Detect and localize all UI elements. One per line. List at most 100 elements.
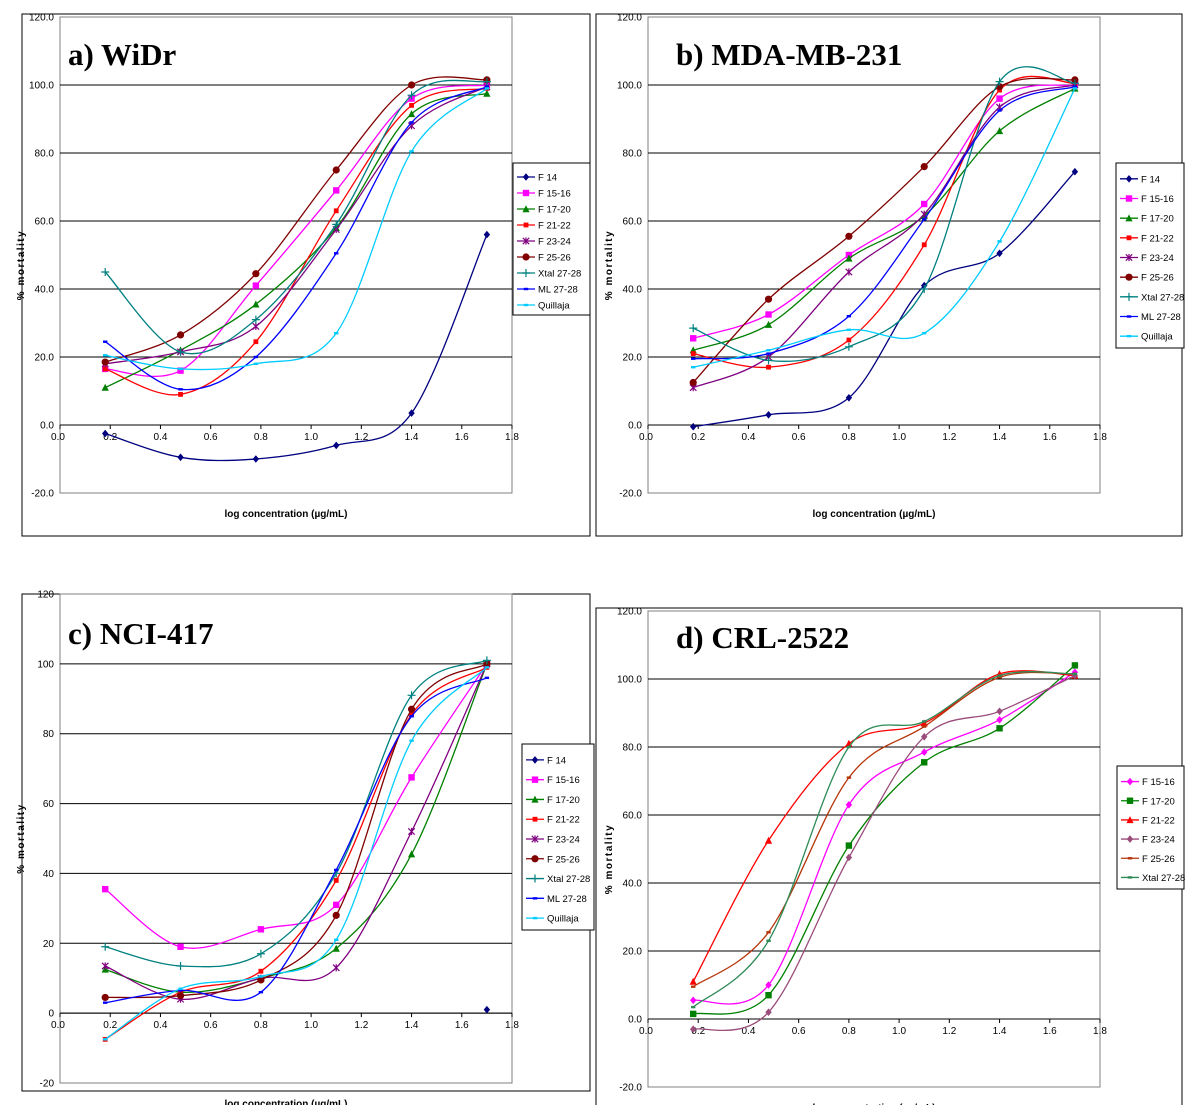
series-1 [483, 1005, 491, 1014]
y-tick-label: 100.0 [617, 81, 642, 92]
data-point [409, 103, 414, 108]
legend-item: Xtal 27-28 [526, 874, 590, 885]
data-point [101, 962, 109, 970]
x-axis-title: log concentration (µg/mL) [813, 1103, 936, 1105]
chart-border [21, 593, 591, 1092]
x-tick-label: 0.6 [792, 1026, 806, 1037]
data-point [178, 392, 183, 397]
legend-item: F 17-20 [1121, 796, 1175, 807]
legend-item: F 15-16 [517, 189, 571, 200]
data-point [407, 110, 416, 118]
legend-label: Xtal 27-28 [1142, 873, 1185, 884]
legend-label: Quillaja [538, 301, 570, 312]
data-point [997, 676, 1002, 679]
y-axis-title: % mortality [604, 230, 615, 300]
legend-marker [523, 222, 529, 228]
data-point [691, 985, 696, 988]
series-line [693, 671, 1076, 1005]
chart-title: b) MDA-MB-231 [676, 37, 902, 72]
x-tick-label: 1.4 [993, 1026, 1007, 1037]
legend-marker [1125, 292, 1133, 301]
data-point [176, 961, 185, 970]
x-axis-title: log concentration (µg/mL) [225, 1099, 348, 1105]
data-point [921, 759, 928, 766]
legend-item: Xtal 27-28 [517, 269, 581, 280]
series-4 [690, 671, 1079, 1033]
legend-marker [1126, 816, 1134, 824]
data-point [178, 367, 183, 371]
legend-marker [1125, 195, 1133, 202]
data-point [409, 150, 414, 153]
x-tick-label: 1.2 [942, 432, 956, 443]
data-point [995, 77, 1004, 86]
data-point [483, 89, 491, 97]
data-point [103, 1001, 108, 1004]
legend-marker [531, 855, 539, 863]
legend-item: F 25-26 [517, 253, 571, 264]
data-point [253, 355, 259, 359]
chart-svg: -20.0 0.0 20.0 40.0 60.0 80.0 100.0 120.0 0.0 0.2… [595, 607, 1185, 1105]
data-point [920, 285, 929, 293]
data-point [176, 992, 185, 1000]
legend-label: F 21-22 [547, 815, 580, 826]
series-7 [101, 77, 491, 356]
series-line [105, 677, 488, 1004]
legend-item: ML 27-28 [1120, 312, 1181, 323]
legend-item: F 23-24 [1120, 253, 1174, 264]
y-tick-label: 80.0 [623, 743, 643, 754]
data-point [101, 268, 110, 276]
x-tick-label: 0.6 [792, 432, 806, 443]
y-tick-label: 40.0 [623, 285, 643, 296]
data-point [996, 249, 1003, 258]
x-tick-label: 0.2 [103, 432, 117, 443]
data-point [764, 356, 773, 365]
x-tick-label: 0.0 [639, 1026, 653, 1037]
data-point [102, 885, 109, 893]
data-point [332, 944, 340, 952]
series-2 [690, 662, 1079, 1018]
y-tick-label: 60.0 [623, 811, 643, 822]
data-point [921, 748, 928, 756]
data-point [766, 939, 771, 942]
y-tick-label: 20 [43, 939, 55, 950]
legend-item: F 25-26 [1120, 273, 1174, 284]
data-point [103, 340, 108, 343]
legend-marker [1127, 876, 1133, 879]
data-point [252, 282, 260, 289]
x-tick-label: 0.4 [153, 1020, 167, 1031]
series-5 [691, 671, 1078, 988]
data-point [845, 801, 853, 809]
data-point [766, 349, 771, 352]
data-point [483, 230, 491, 239]
legend-item: ML 27-28 [526, 894, 587, 905]
data-point [764, 320, 773, 328]
y-tick-label: -20.0 [31, 489, 54, 500]
series-4 [690, 75, 1078, 370]
x-tick-label: 0.0 [51, 1020, 65, 1031]
series-line [692, 77, 1075, 383]
legend-marker [522, 173, 530, 181]
legend-marker [532, 916, 538, 920]
y-tick-label: 80 [43, 729, 55, 740]
series-line [693, 664, 1076, 1015]
legend-item: F 15-16 [1121, 777, 1175, 788]
legend-label: Quillaja [547, 914, 579, 925]
y-tick-label: 100 [37, 659, 54, 670]
legend-item: F 17-20 [1120, 214, 1174, 225]
series-4 [102, 86, 490, 397]
chart-svg: -20.0 0.0 20.0 40.0 60.0 80.0 100.0 120.0 0.0 0.2… [16, 13, 591, 537]
legend-marker [523, 287, 529, 291]
legend: F 14 F 15-16 F 17-20 F 21-22 F 23-24 F 25-26 X… [1115, 162, 1185, 349]
legend-label: F 25-26 [538, 253, 571, 264]
data-point [101, 942, 110, 951]
legend-label: Quillaja [1141, 332, 1173, 343]
data-point [846, 328, 852, 331]
data-point [332, 166, 340, 174]
legend-label: F 15-16 [538, 189, 571, 200]
legend-label: ML 27-28 [538, 285, 578, 296]
x-tick-label: 0.8 [254, 432, 268, 443]
data-point [922, 332, 927, 335]
legend: F 14 F 15-16 F 17-20 F 21-22 F 23-24 F 25-26 X… [512, 162, 591, 316]
data-point [178, 987, 183, 990]
